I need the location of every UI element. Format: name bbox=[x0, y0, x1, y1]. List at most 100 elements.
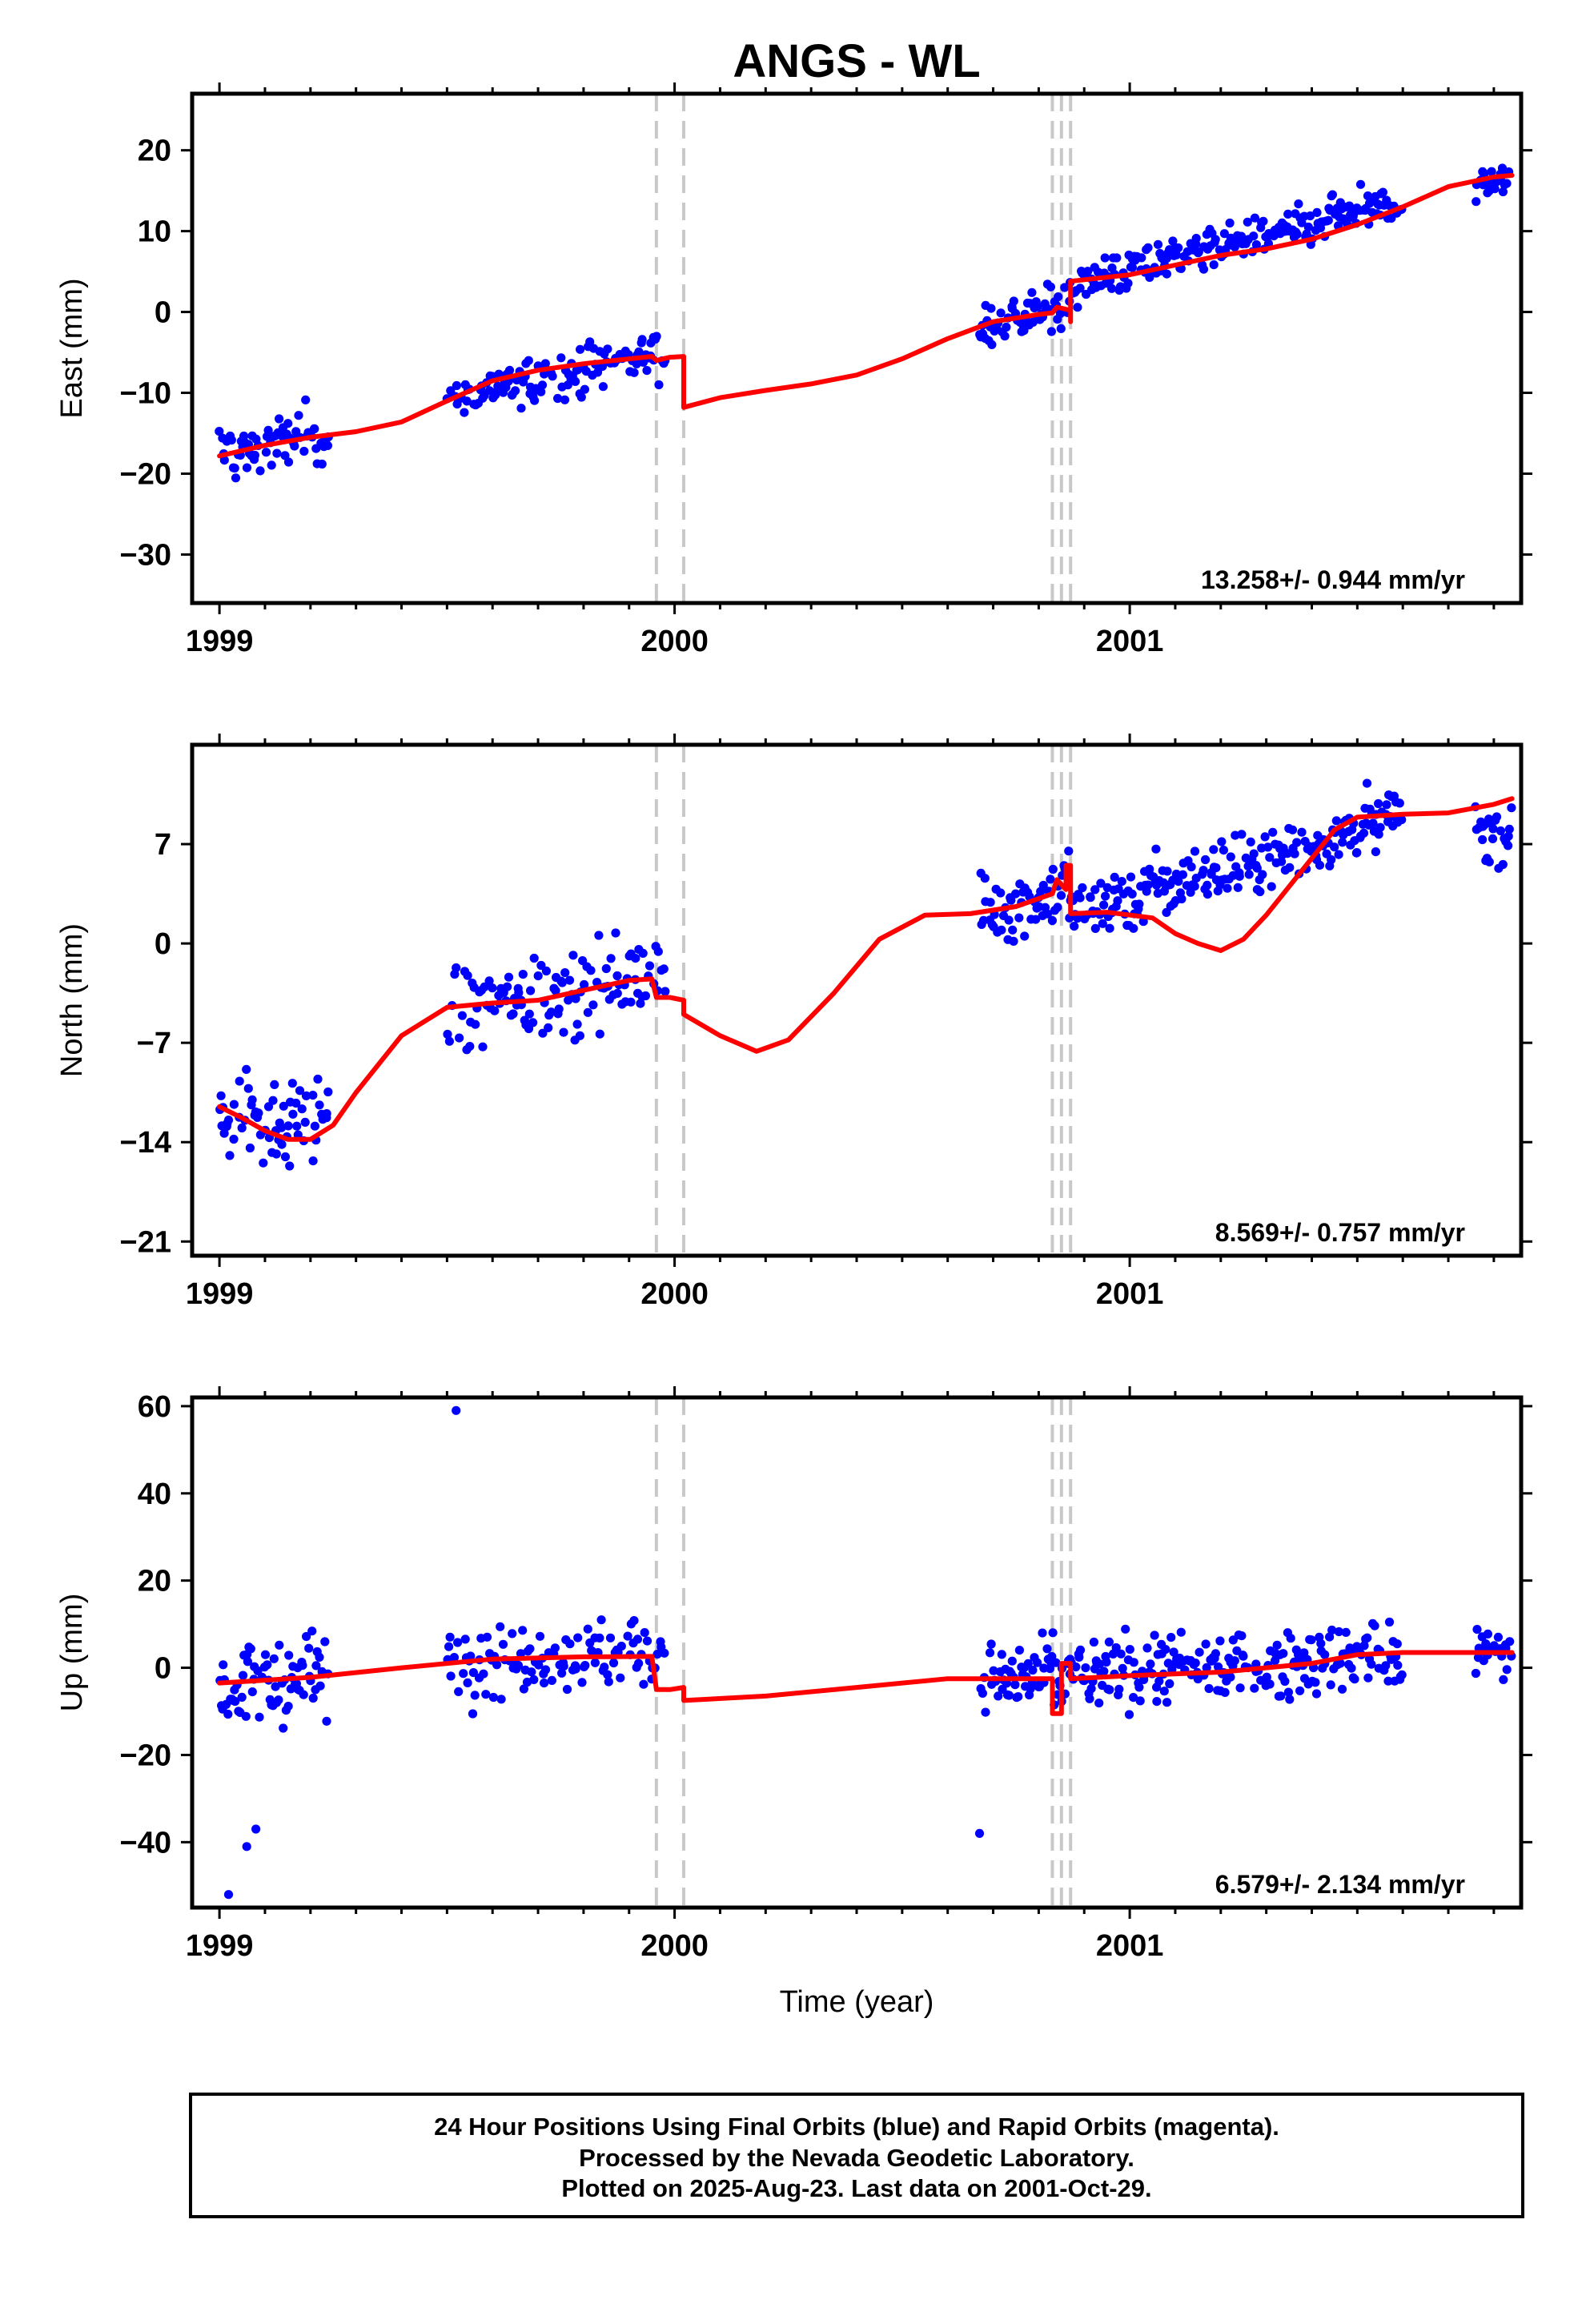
east-data-point bbox=[1236, 231, 1247, 241]
up-data-point bbox=[498, 1639, 508, 1649]
east-data-point bbox=[1498, 187, 1508, 197]
up-data-point bbox=[1220, 1687, 1230, 1697]
up-data-point bbox=[284, 1651, 294, 1660]
up-data-point bbox=[577, 1678, 587, 1687]
north-data-point bbox=[514, 988, 524, 998]
north-data-point bbox=[223, 1116, 234, 1125]
north-data-point bbox=[1507, 803, 1516, 813]
north-data-point bbox=[1101, 891, 1110, 901]
east-data-point bbox=[511, 386, 520, 396]
up-data-point bbox=[1089, 1637, 1098, 1647]
north-data-point bbox=[1395, 798, 1404, 808]
up-data-point bbox=[1094, 1659, 1105, 1669]
north-data-point bbox=[247, 1095, 257, 1104]
up-data-point bbox=[652, 1650, 662, 1659]
north-data-point bbox=[997, 925, 1006, 935]
north-data-point bbox=[1096, 879, 1106, 888]
north-data-point bbox=[1292, 838, 1302, 847]
north-data-point bbox=[1143, 880, 1153, 890]
east-data-point bbox=[580, 384, 590, 394]
up-data-point bbox=[1363, 1633, 1372, 1642]
up-data-point bbox=[516, 1649, 526, 1659]
up-data-point bbox=[534, 1660, 544, 1670]
north-data-point bbox=[480, 982, 489, 991]
north-data-point bbox=[1201, 854, 1211, 865]
up-data-point bbox=[1311, 1678, 1320, 1687]
up-data-point bbox=[466, 1651, 476, 1661]
up-data-point bbox=[590, 1658, 600, 1667]
east-data-point bbox=[452, 380, 462, 391]
north-data-point bbox=[544, 1023, 553, 1032]
east-data-point bbox=[460, 408, 469, 417]
east-data-point bbox=[310, 424, 319, 434]
north-data-point bbox=[243, 1084, 253, 1093]
north-data-point bbox=[528, 1018, 538, 1027]
up-data-point bbox=[1367, 1659, 1376, 1669]
up-data-point bbox=[460, 1634, 470, 1644]
north-data-point bbox=[1117, 877, 1126, 887]
east-data-point bbox=[219, 456, 229, 465]
east-data-point bbox=[1199, 264, 1209, 274]
up-data-point bbox=[1014, 1692, 1023, 1702]
up-data-point bbox=[1023, 1659, 1033, 1668]
north-data-point bbox=[1359, 828, 1369, 838]
east-data-point bbox=[654, 380, 664, 390]
north-data-point bbox=[292, 1121, 302, 1131]
up-data-point bbox=[1048, 1628, 1058, 1638]
up-data-point bbox=[1104, 1637, 1114, 1647]
up-data-point bbox=[535, 1631, 545, 1641]
up-y-tick-label: 0 bbox=[155, 1652, 171, 1686]
up-data-point bbox=[1499, 1675, 1508, 1684]
up-data-point bbox=[1146, 1659, 1155, 1669]
up-data-point bbox=[1397, 1670, 1407, 1679]
east-data-point bbox=[1112, 253, 1122, 263]
up-data-point bbox=[518, 1626, 528, 1635]
up-data-point bbox=[496, 1622, 505, 1631]
north-data-point bbox=[1186, 862, 1196, 872]
up-data-point bbox=[1204, 1683, 1214, 1694]
up-data-point bbox=[596, 1615, 606, 1625]
east-data-point bbox=[1250, 213, 1259, 223]
up-data-point bbox=[527, 1667, 536, 1677]
up-data-point bbox=[1129, 1658, 1138, 1667]
north-data-point bbox=[271, 1149, 281, 1159]
up-model-fit-line bbox=[217, 1650, 1515, 1716]
north-data-point bbox=[1362, 778, 1372, 788]
up-x-tick-label: 2001 bbox=[1096, 1929, 1164, 1963]
up-data-point bbox=[634, 1659, 644, 1668]
up-data-point bbox=[1502, 1665, 1512, 1675]
north-data-point bbox=[1374, 798, 1383, 809]
up-data-point bbox=[1152, 1697, 1162, 1707]
up-data-point bbox=[1280, 1676, 1290, 1687]
up-data-point bbox=[459, 1669, 468, 1679]
up-data-point bbox=[1215, 1636, 1225, 1646]
up-data-point bbox=[1326, 1680, 1335, 1690]
north-data-point bbox=[1397, 815, 1407, 825]
up-data-point bbox=[513, 1660, 524, 1671]
north-data-point bbox=[1263, 842, 1273, 852]
east-data-point bbox=[1327, 190, 1337, 199]
north-data-point bbox=[1255, 887, 1265, 897]
north-data-point bbox=[1064, 846, 1074, 856]
north-data-point bbox=[640, 991, 651, 1001]
north-data-point bbox=[216, 1091, 226, 1100]
up-data-point bbox=[1250, 1683, 1259, 1693]
up-data-point bbox=[1327, 1625, 1337, 1635]
north-data-point bbox=[270, 1080, 279, 1089]
north-data-point bbox=[560, 968, 570, 978]
up-data-point bbox=[603, 1670, 612, 1679]
north-data-point bbox=[508, 1009, 518, 1019]
north-data-point bbox=[1174, 877, 1183, 887]
north-data-point bbox=[1488, 834, 1498, 843]
up-data-point bbox=[1471, 1668, 1480, 1679]
up-data-point bbox=[1235, 1683, 1245, 1693]
east-data-point bbox=[250, 450, 259, 460]
north-data-point bbox=[1382, 800, 1391, 810]
up-data-point bbox=[263, 1660, 272, 1670]
north-data-point bbox=[1151, 844, 1161, 854]
up-data-point bbox=[1334, 1626, 1343, 1637]
north-data-point bbox=[1056, 891, 1066, 900]
north-data-point bbox=[297, 1104, 307, 1114]
north-data-point bbox=[595, 1029, 604, 1039]
up-data-point bbox=[322, 1716, 331, 1726]
